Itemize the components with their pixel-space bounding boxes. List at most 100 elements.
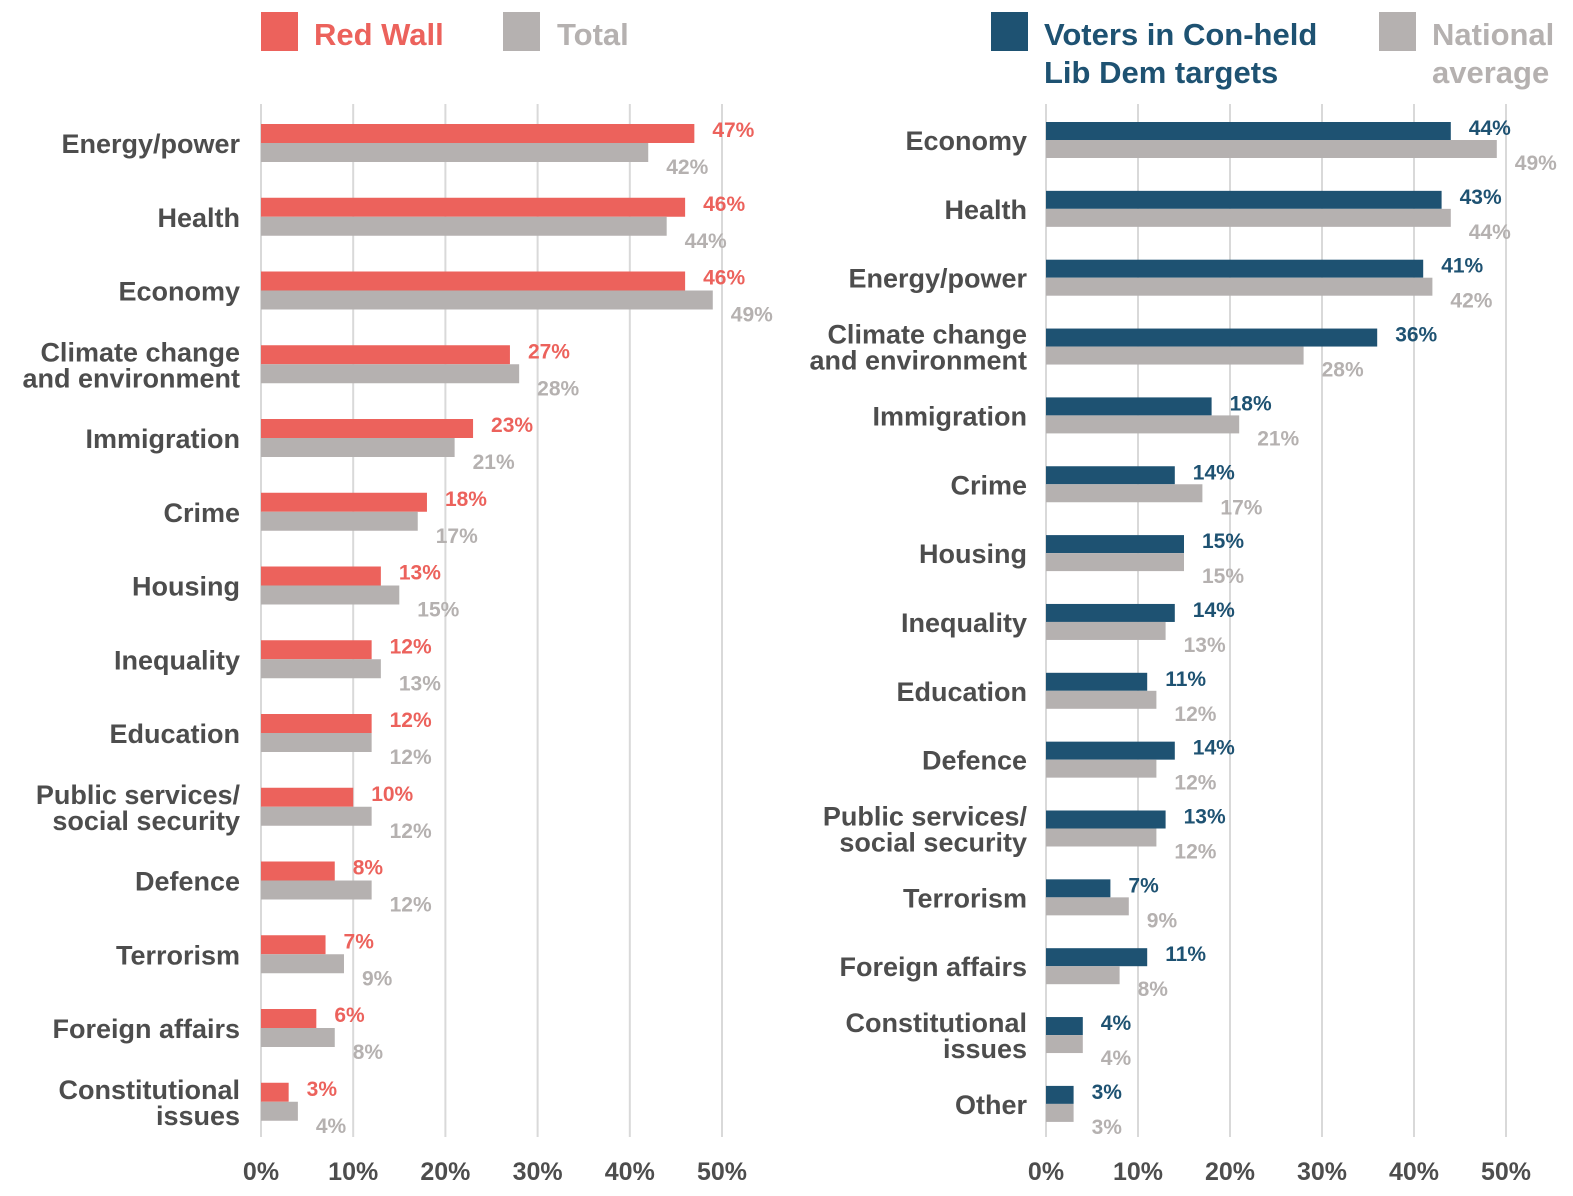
bar-primary <box>1046 741 1175 760</box>
category-label: and environment <box>809 346 1027 376</box>
bar-primary <box>1046 1085 1074 1104</box>
data-label: 7% <box>1128 874 1159 897</box>
data-label: 6% <box>334 1004 365 1027</box>
bar-comparison <box>261 511 418 531</box>
data-label: 11% <box>1165 943 1206 966</box>
bar-comparison <box>1046 415 1240 434</box>
bar-primary <box>261 345 510 365</box>
bar-comparison <box>261 659 381 679</box>
bar-comparison <box>1046 897 1129 916</box>
category-label: Defence <box>922 746 1027 776</box>
x-tick-label: 20% <box>420 1158 470 1186</box>
category-label: Energy/power <box>848 264 1027 294</box>
data-label: 12% <box>1174 841 1216 864</box>
bar-primary <box>1046 535 1184 554</box>
category-label: Housing <box>132 572 240 602</box>
bar-primary <box>261 492 427 512</box>
bar-primary <box>261 419 474 438</box>
bar-comparison <box>1046 1035 1083 1054</box>
legend-swatch <box>503 12 540 51</box>
bar-primary <box>1046 190 1442 209</box>
bar-primary <box>261 1009 317 1028</box>
category-label: Climate change <box>40 337 240 367</box>
category-label: Health <box>944 195 1027 225</box>
bar-comparison <box>1046 1103 1074 1122</box>
legend-label: Total <box>557 17 629 52</box>
bar-comparison <box>1046 208 1451 227</box>
bar-primary <box>261 271 686 291</box>
bar-comparison <box>261 585 400 605</box>
data-label: 46% <box>703 267 745 290</box>
data-label: 12% <box>390 709 432 732</box>
data-label: 27% <box>528 340 570 363</box>
x-tick-label: 20% <box>1205 1158 1255 1186</box>
category-label: issues <box>943 1034 1027 1064</box>
category-label: Constitutional <box>59 1075 240 1105</box>
x-tick-label: 10% <box>1113 1158 1163 1186</box>
category-label: Foreign affairs <box>52 1014 240 1044</box>
data-label: 9% <box>1147 909 1178 932</box>
bar-primary <box>1046 328 1378 347</box>
category-label: Crime <box>163 498 240 528</box>
data-label: 15% <box>1202 530 1244 553</box>
data-label: 46% <box>703 193 745 216</box>
data-label: 14% <box>1193 737 1235 760</box>
category-label: Health <box>157 203 240 233</box>
data-label: 13% <box>1184 634 1226 657</box>
bar-primary <box>261 935 326 955</box>
bar-comparison <box>261 880 372 900</box>
data-label: 9% <box>362 967 393 990</box>
data-label: 18% <box>445 488 487 511</box>
category-label: Other <box>955 1090 1028 1120</box>
data-label: 8% <box>353 857 384 880</box>
category-label: Immigration <box>85 424 240 454</box>
bar-primary <box>261 787 354 807</box>
bar-comparison <box>261 216 667 236</box>
data-label: 14% <box>1193 461 1235 484</box>
data-label: 10% <box>371 783 413 806</box>
data-label: 23% <box>491 414 533 437</box>
category-label: Education <box>109 719 240 749</box>
data-label: 36% <box>1395 324 1437 347</box>
category-label: social security <box>839 828 1027 858</box>
bar-primary <box>1046 810 1166 829</box>
bar-primary <box>1046 603 1175 622</box>
x-tick-label: 40% <box>1389 1158 1439 1186</box>
category-label: Inequality <box>901 608 1027 638</box>
bar-comparison <box>1046 966 1120 985</box>
x-tick-label: 30% <box>1297 1158 1347 1186</box>
data-label: 12% <box>390 894 432 917</box>
data-label: 12% <box>390 746 432 769</box>
bar-primary <box>1046 259 1424 278</box>
bar-comparison <box>1046 277 1433 296</box>
x-tick-label: 0% <box>243 1158 279 1186</box>
data-label: 15% <box>417 599 459 622</box>
data-label: 14% <box>1193 599 1235 622</box>
data-label: 15% <box>1202 565 1244 588</box>
data-label: 7% <box>344 930 375 953</box>
data-label: 49% <box>1515 152 1557 175</box>
data-label: 3% <box>307 1078 338 1101</box>
x-tick-label: 30% <box>513 1158 563 1186</box>
data-label: 21% <box>473 451 515 474</box>
chart-panel-1: 0% 10% 20% 30% 40% 50% Red Wall Total Energy/pow… <box>22 12 773 1186</box>
bar-primary <box>261 566 381 586</box>
category-label: Defence <box>135 867 240 897</box>
bar-primary <box>261 640 372 660</box>
bar-comparison <box>261 290 713 310</box>
category-label: Foreign affairs <box>839 952 1027 982</box>
bar-comparison <box>261 364 520 384</box>
bar-comparison <box>1046 690 1157 709</box>
x-tick-label: 0% <box>1028 1158 1064 1186</box>
data-label: 12% <box>1174 772 1216 795</box>
legend-swatch <box>1379 12 1416 51</box>
bar-comparison <box>1046 140 1497 158</box>
bar-primary <box>1046 466 1175 485</box>
category-label: Economy <box>905 126 1027 156</box>
bar-comparison <box>261 806 372 826</box>
x-tick-label: 50% <box>1481 1158 1531 1186</box>
data-label: 4% <box>1101 1012 1132 1035</box>
bar-primary <box>261 124 695 143</box>
